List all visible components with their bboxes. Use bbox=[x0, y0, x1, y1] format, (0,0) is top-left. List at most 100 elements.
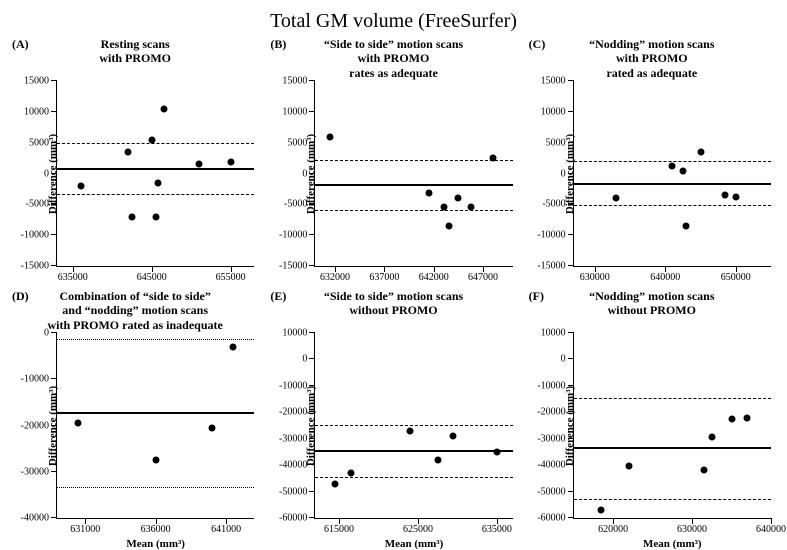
data-point bbox=[196, 161, 203, 168]
mean-line bbox=[315, 450, 512, 452]
data-point bbox=[683, 222, 690, 229]
data-point bbox=[455, 195, 462, 202]
data-point bbox=[332, 480, 339, 487]
limit-line bbox=[57, 194, 254, 195]
limit-line bbox=[574, 205, 771, 206]
limit-line bbox=[315, 477, 512, 478]
data-point bbox=[125, 148, 132, 155]
x-tick-label: 650000 bbox=[721, 266, 751, 283]
data-point bbox=[722, 192, 729, 199]
y-tick-label: 15000 bbox=[24, 76, 57, 87]
x-tick-label: 632000 bbox=[320, 266, 350, 283]
plot-area: Difference (mm³)-15000-10000-50000500010… bbox=[573, 81, 771, 267]
plot-area: Difference (mm³)-15000-10000-50000500010… bbox=[56, 81, 254, 267]
data-point bbox=[493, 448, 500, 455]
plot-area: Difference (mm³)-15000-10000-50000500010… bbox=[314, 81, 512, 267]
limit-line bbox=[57, 339, 254, 340]
y-tick-label: 5000 bbox=[287, 137, 315, 148]
x-tick-label: 630000 bbox=[677, 518, 707, 535]
y-tick-label: -15000 bbox=[279, 261, 315, 272]
limit-line bbox=[574, 398, 771, 399]
data-point bbox=[407, 427, 414, 434]
y-tick-label: 5000 bbox=[546, 137, 574, 148]
panel-label: (B) bbox=[270, 37, 286, 52]
data-point bbox=[598, 507, 605, 514]
limit-line bbox=[57, 143, 254, 144]
x-axis-label: Mean (mm³) bbox=[126, 538, 185, 550]
x-tick-label: 642000 bbox=[419, 266, 449, 283]
panel: (C)“Nodding” motion scanswith PROMOrated… bbox=[527, 37, 777, 285]
y-tick-label: -10000 bbox=[279, 380, 315, 391]
data-point bbox=[227, 159, 234, 166]
y-tick-label: -15000 bbox=[537, 261, 573, 272]
panel-label: (C) bbox=[529, 37, 546, 52]
panel-label: (A) bbox=[12, 37, 29, 52]
panel: (A)Resting scanswith PROMODifference (mm… bbox=[10, 37, 260, 285]
y-tick-label: -20000 bbox=[21, 420, 57, 431]
chart-grid: (A)Resting scanswith PROMODifference (mm… bbox=[10, 37, 777, 537]
panel-title: “Nodding” motion scanswith PROMOrated as… bbox=[527, 37, 777, 81]
panel-label: (E) bbox=[270, 289, 286, 304]
x-tick-label: 635000 bbox=[482, 518, 512, 535]
panel: (B)“Side to side” motion scanswith PROMO… bbox=[268, 37, 518, 285]
data-point bbox=[425, 190, 432, 197]
plot-area: Difference (mm³)Mean (mm³)-60000-50000-4… bbox=[573, 333, 771, 519]
y-tick-label: 10000 bbox=[541, 106, 574, 117]
y-tick-label: 0 bbox=[561, 354, 574, 365]
data-point bbox=[209, 424, 216, 431]
data-point bbox=[155, 179, 162, 186]
data-point bbox=[434, 456, 441, 463]
x-axis-label: Mean (mm³) bbox=[643, 538, 702, 550]
panel-title: Combination of “side to side”and “noddin… bbox=[10, 289, 260, 333]
y-tick-label: -5000 bbox=[26, 199, 57, 210]
y-tick-label: -60000 bbox=[279, 513, 315, 524]
data-point bbox=[450, 433, 457, 440]
x-tick-label: 630000 bbox=[580, 266, 610, 283]
y-tick-label: 0 bbox=[302, 354, 315, 365]
x-tick-label: 625000 bbox=[403, 518, 433, 535]
data-point bbox=[489, 155, 496, 162]
y-tick-label: -20000 bbox=[279, 407, 315, 418]
y-tick-label: -5000 bbox=[284, 199, 315, 210]
y-tick-label: 0 bbox=[561, 168, 574, 179]
panel-title: Resting scanswith PROMO bbox=[10, 37, 260, 81]
y-tick-label: -40000 bbox=[21, 513, 57, 524]
x-tick-label: 637000 bbox=[369, 266, 399, 283]
y-tick-label: -15000 bbox=[21, 261, 57, 272]
x-tick-label: 635000 bbox=[58, 266, 88, 283]
x-tick-label: 640000 bbox=[756, 518, 786, 535]
y-tick-label: -50000 bbox=[279, 486, 315, 497]
limit-line bbox=[57, 487, 254, 488]
data-point bbox=[77, 182, 84, 189]
mean-line bbox=[574, 183, 771, 185]
y-tick-label: -5000 bbox=[542, 199, 573, 210]
data-point bbox=[148, 136, 155, 143]
y-tick-label: 10000 bbox=[541, 328, 574, 339]
plot-area: Difference (mm³)Mean (mm³)-60000-50000-4… bbox=[314, 333, 512, 519]
limit-line bbox=[315, 210, 512, 211]
x-tick-label: 641000 bbox=[211, 518, 241, 535]
y-tick-label: -40000 bbox=[537, 460, 573, 471]
limit-line bbox=[574, 499, 771, 500]
y-tick-label: -40000 bbox=[279, 460, 315, 471]
panel-title: “Nodding” motion scanswithout PROMO bbox=[527, 289, 777, 333]
y-tick-label: 15000 bbox=[282, 76, 315, 87]
x-tick-label: 655000 bbox=[216, 266, 246, 283]
y-tick-label: -10000 bbox=[21, 230, 57, 241]
y-tick-label: 5000 bbox=[29, 137, 57, 148]
y-tick-label: 0 bbox=[44, 168, 57, 179]
mean-line bbox=[574, 447, 771, 449]
y-tick-label: -10000 bbox=[279, 230, 315, 241]
x-tick-label: 636000 bbox=[141, 518, 171, 535]
y-tick-label: -30000 bbox=[279, 433, 315, 444]
panel: (E)“Side to side” motion scanswithout PR… bbox=[268, 289, 518, 537]
y-tick-label: 0 bbox=[44, 328, 57, 339]
data-point bbox=[732, 193, 739, 200]
mean-line bbox=[57, 168, 254, 170]
y-axis-label: Difference (mm³) bbox=[306, 385, 318, 465]
data-point bbox=[744, 414, 751, 421]
limit-line bbox=[315, 425, 512, 426]
data-point bbox=[75, 420, 82, 427]
x-tick-label: 640000 bbox=[650, 266, 680, 283]
x-tick-label: 647000 bbox=[468, 266, 498, 283]
